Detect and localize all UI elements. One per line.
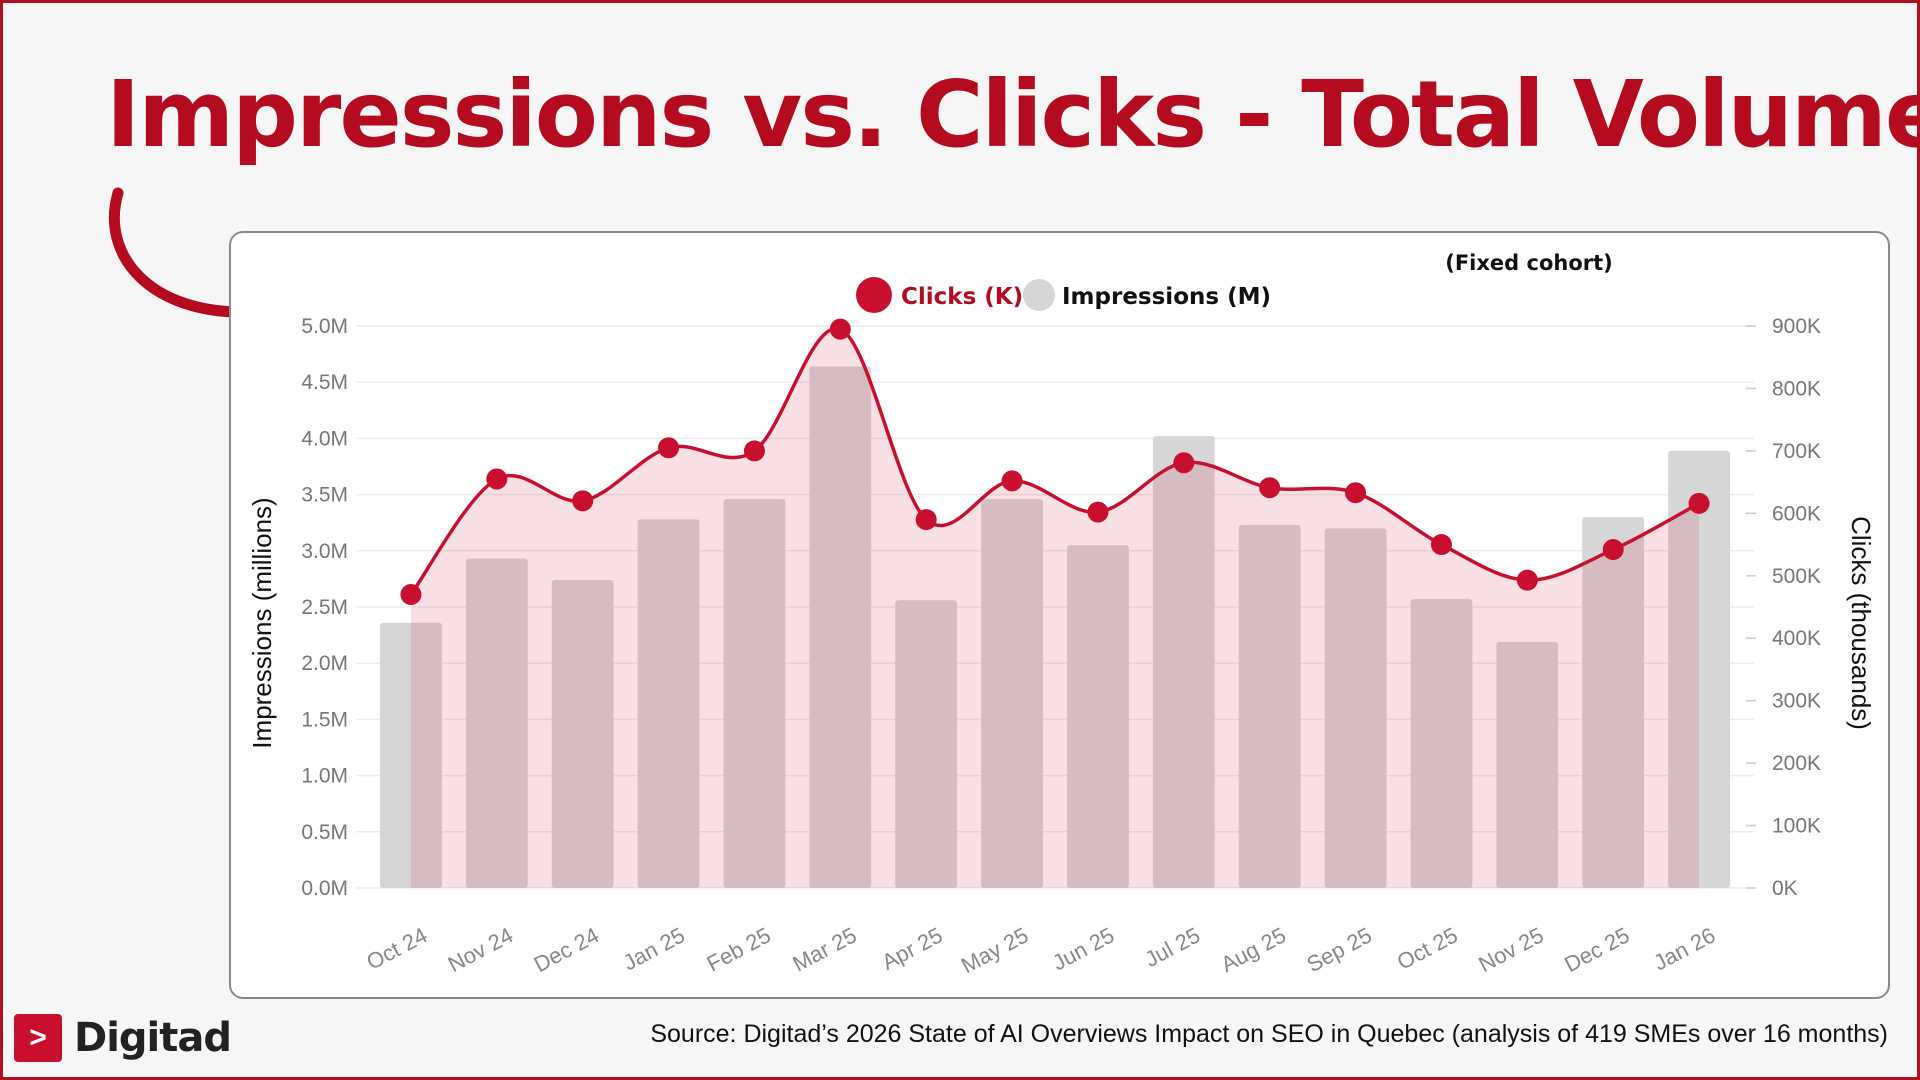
right-tick-label: 200K xyxy=(1772,752,1821,775)
impressions-bar xyxy=(1496,641,1559,888)
left-tick-label: 4.5M xyxy=(301,371,348,394)
impressions-bar xyxy=(1582,517,1645,888)
cohort-note: (Fixed cohort) xyxy=(1445,251,1613,275)
clicks-point xyxy=(1087,501,1109,523)
impressions-bar xyxy=(1668,450,1730,888)
chart-card: 0.0M 0.5M 1.0M 1.5M 2.0M 2.5M 3.0M 3.5M 4.0M 4.5M… xyxy=(229,231,1890,999)
impressions-bar xyxy=(1067,545,1129,888)
x-tick-label: Nov 25 xyxy=(1474,922,1547,977)
clicks-point xyxy=(1516,569,1538,591)
clicks-point xyxy=(658,437,680,459)
x-tick-label: Aug 25 xyxy=(1217,922,1290,977)
left-tick-label: 0.5M xyxy=(301,821,348,844)
x-tick-label: Dec 25 xyxy=(1560,922,1633,977)
impressions-bar xyxy=(723,499,786,888)
impressions-bar xyxy=(1410,599,1473,888)
clicks-point xyxy=(915,509,937,531)
clicks-point xyxy=(1688,492,1710,514)
impressions-bar xyxy=(637,519,700,888)
legend: Clicks (K) Impressions (M) xyxy=(856,277,1271,313)
x-tick-label: Mar 25 xyxy=(788,922,860,976)
clicks-point xyxy=(486,468,508,490)
left-tick-label: 3.0M xyxy=(301,540,348,563)
source-note: Source: Digitad’s 2026 State of AI Overv… xyxy=(650,1020,1888,1048)
left-tick-label: 2.5M xyxy=(301,596,348,619)
impressions-bar xyxy=(1238,524,1301,888)
left-tick-label: 5.0M xyxy=(301,315,348,338)
legend-clicks-swatch xyxy=(856,277,892,313)
right-tick-label: 600K xyxy=(1772,502,1821,525)
left-tick-label: 1.0M xyxy=(301,765,348,788)
right-tick-label: 700K xyxy=(1772,440,1821,463)
clicks-point xyxy=(829,318,851,340)
impressions-bar xyxy=(981,499,1043,888)
right-tick-label: 400K xyxy=(1772,627,1821,650)
left-tick-label: 3.5M xyxy=(301,484,348,507)
clicks-point xyxy=(400,584,422,606)
right-tick-label: 900K xyxy=(1772,315,1821,338)
left-axis-label: Impressions (millions) xyxy=(247,497,277,748)
x-tick-label: Oct 25 xyxy=(1393,922,1462,975)
clicks-point xyxy=(572,490,594,512)
x-tick-label: Jul 25 xyxy=(1141,922,1205,972)
x-tick-label: Feb 25 xyxy=(703,922,775,976)
left-tick-label: 2.0M xyxy=(301,652,348,675)
impressions-bar xyxy=(465,558,528,888)
impressions-bar xyxy=(1324,528,1387,888)
clicks-point xyxy=(1345,482,1367,504)
impressions-bar xyxy=(809,366,872,888)
right-axis-label: Clicks (thousands) xyxy=(1846,516,1876,730)
right-tick-label: 0K xyxy=(1772,877,1798,900)
page-title: Impressions vs. Clicks - Total Volume xyxy=(106,61,1920,168)
x-tick-label: May 25 xyxy=(957,922,1032,978)
clicks-point xyxy=(1001,470,1023,492)
left-tick-label: 1.5M xyxy=(301,708,348,731)
x-tick-label: Nov 24 xyxy=(444,922,517,977)
clicks-point xyxy=(743,440,765,462)
left-tick-label: 4.0M xyxy=(301,427,348,450)
clicks-point xyxy=(1602,539,1624,561)
right-tick-label: 800K xyxy=(1772,377,1821,400)
clicks-point xyxy=(1259,477,1281,499)
legend-clicks-label: Clicks (K) xyxy=(901,284,1023,310)
x-tick-label: Jan 26 xyxy=(1649,922,1719,975)
x-tick-label: Sep 25 xyxy=(1303,922,1376,977)
legend-impressions-swatch xyxy=(1023,279,1055,311)
x-tick-label: Jan 25 xyxy=(619,922,689,975)
clicks-point xyxy=(1173,452,1195,474)
x-tick-label: Apr 25 xyxy=(878,922,947,975)
right-tick-label: 500K xyxy=(1772,565,1821,588)
left-tick-label: 0.0M xyxy=(301,877,348,900)
brand-name: Digitad xyxy=(74,1015,232,1061)
clicks-point xyxy=(1430,534,1452,556)
logo-mark-icon: > xyxy=(14,1014,62,1062)
clicks-area xyxy=(410,328,1700,888)
right-tick-label: 300K xyxy=(1772,690,1821,713)
legend-impressions-label: Impressions (M) xyxy=(1062,284,1271,310)
impressions-bar xyxy=(551,580,614,888)
right-tick-label: 100K xyxy=(1772,815,1821,838)
x-tick-label: Oct 24 xyxy=(362,922,431,975)
brand-logo: > Digitad xyxy=(14,1014,232,1062)
x-tick-label: Jun 25 xyxy=(1048,922,1118,975)
impressions-bar xyxy=(895,600,958,888)
impressions-bar xyxy=(1152,436,1215,888)
x-tick-label: Dec 24 xyxy=(530,922,603,977)
impressions-bar xyxy=(380,622,442,888)
chart: 0.0M 0.5M 1.0M 1.5M 2.0M 2.5M 3.0M 3.5M 4.0M 4.5M… xyxy=(247,251,1876,978)
